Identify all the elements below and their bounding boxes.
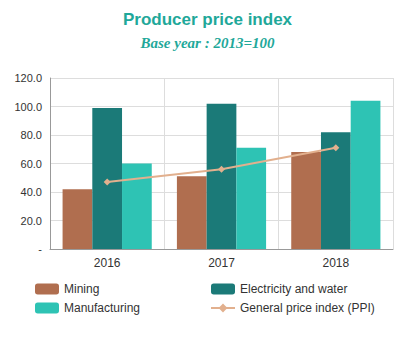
- svg-text:2016: 2016: [94, 256, 121, 270]
- svg-text:100.0: 100.0: [14, 101, 42, 113]
- svg-text:60.0: 60.0: [21, 158, 42, 170]
- svg-text:80.0: 80.0: [21, 129, 42, 141]
- svg-text:-: -: [38, 243, 42, 255]
- svg-text:Base year : 2013=100: Base year : 2013=100: [140, 35, 275, 51]
- svg-text:20.0: 20.0: [21, 215, 42, 227]
- svg-text:Mining: Mining: [64, 282, 99, 296]
- svg-text:120.0: 120.0: [14, 72, 42, 84]
- svg-text:2018: 2018: [322, 256, 349, 270]
- svg-text:Producer price index: Producer price index: [123, 10, 293, 29]
- svg-text:Electricity and water: Electricity and water: [240, 282, 347, 296]
- svg-text:2017: 2017: [208, 256, 235, 270]
- svg-text:40.0: 40.0: [21, 186, 42, 198]
- svg-text:General price index (PPI): General price index (PPI): [240, 301, 375, 315]
- svg-text:Manufacturing: Manufacturing: [64, 301, 140, 315]
